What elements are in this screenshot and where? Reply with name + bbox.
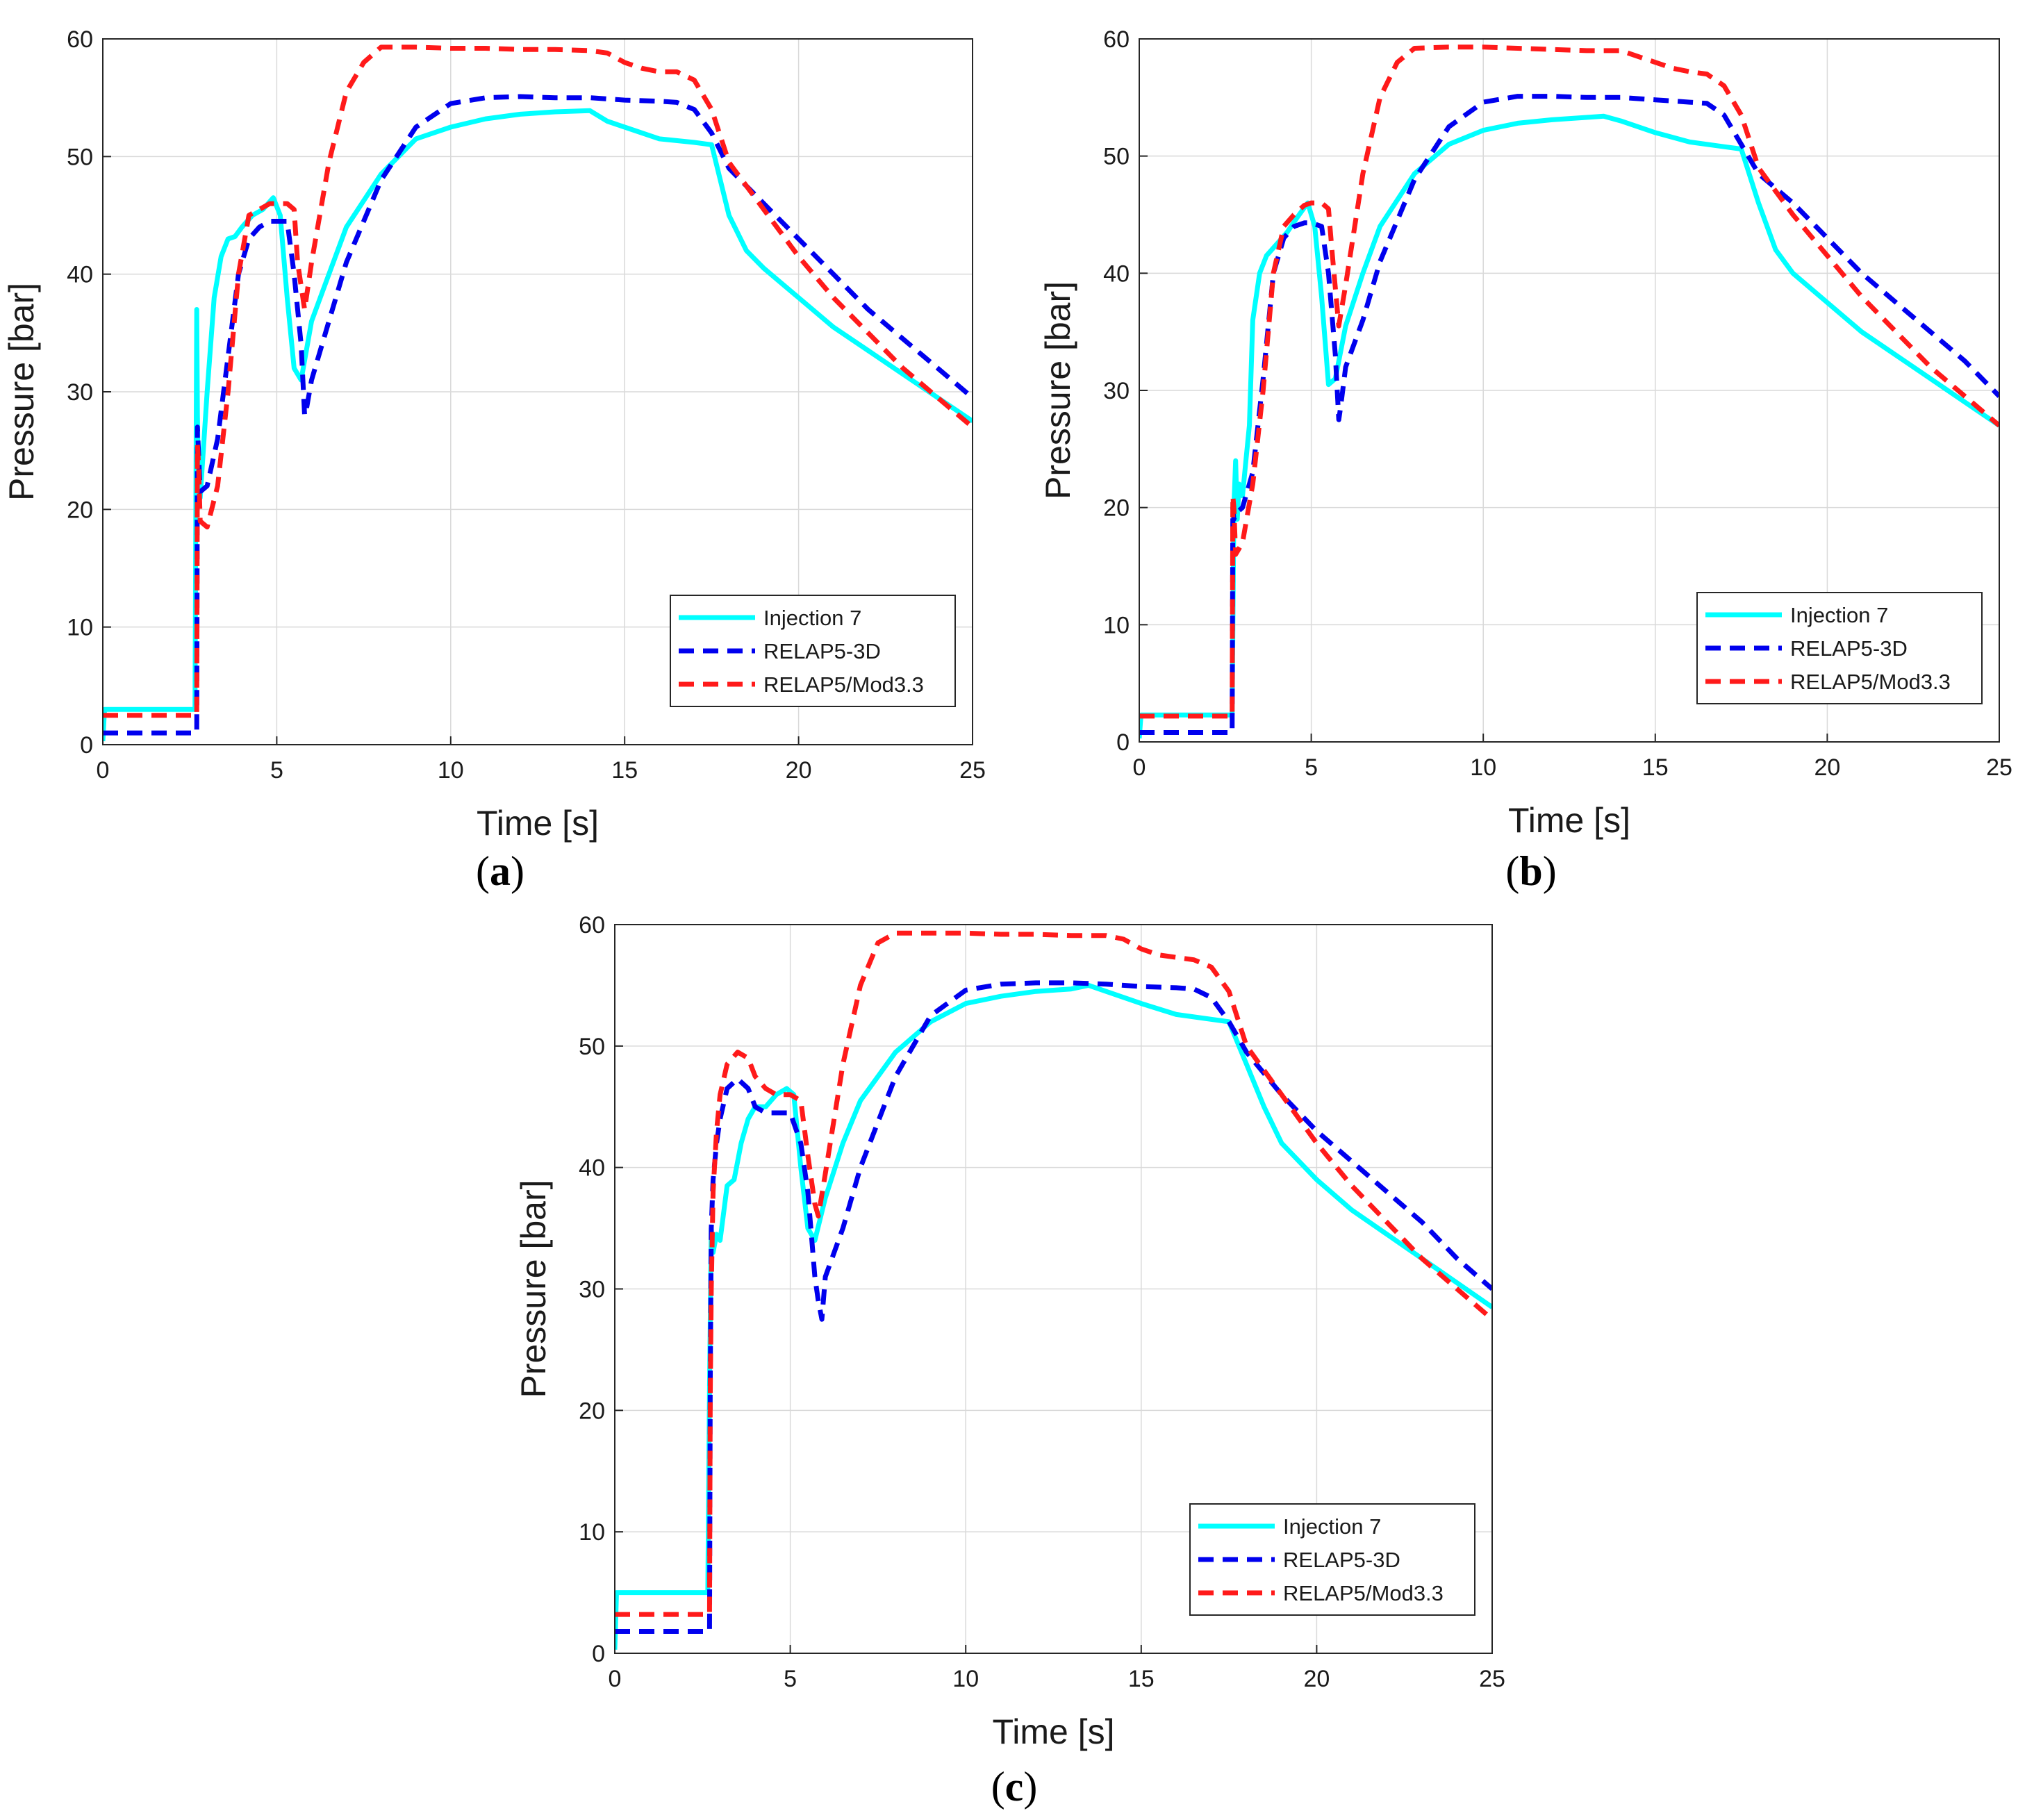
legend: Injection 7 RELAP5-3D RELAP5/Mod3.3 <box>670 595 956 707</box>
series-line-relap3d <box>615 980 1492 1634</box>
series-line-mod33 <box>103 44 973 718</box>
y-tick-label: 0 <box>592 1641 605 1667</box>
y-tick-label: 0 <box>80 732 93 759</box>
legend: Injection 7 RELAP5-3D RELAP5/Mod3.3 <box>1189 1503 1475 1616</box>
series-group <box>103 44 973 742</box>
legend-label-relap3d: RELAP5-3D <box>1283 1548 1400 1572</box>
panel-caption: (a) <box>476 848 524 894</box>
y-tick-label: 30 <box>579 1277 605 1303</box>
y-tick-label: 20 <box>579 1398 605 1424</box>
y-tick-label: 10 <box>67 615 93 641</box>
x-axis-label: Time [s] <box>1508 801 1630 840</box>
y-tick-label: 60 <box>67 26 93 53</box>
y-axis-label: Pressure [bar] <box>1039 281 1077 499</box>
legend: Injection 7 RELAP5-3D RELAP5/Mod3.3 <box>1696 592 1983 704</box>
y-axis-label: Pressure [bar] <box>2 283 41 501</box>
series-line-mod33 <box>1139 44 1999 719</box>
x-tick-label: 5 <box>270 757 283 784</box>
x-tick-label: 0 <box>609 1666 622 1692</box>
y-axis-label: Pressure [bar] <box>514 1180 553 1398</box>
y-tick-label: 30 <box>1103 378 1130 404</box>
y-tick-label: 10 <box>1103 612 1130 638</box>
legend-label-relap3d: RELAP5-3D <box>1790 636 1908 661</box>
legend-label-injection: Injection 7 <box>1283 1514 1381 1539</box>
x-axis-label: Time [s] <box>993 1712 1115 1751</box>
legend-label-mod33: RELAP5/Mod3.3 <box>1283 1581 1444 1605</box>
y-tick-label: 20 <box>67 497 93 523</box>
x-tick-label: 10 <box>952 1666 979 1692</box>
x-tick-label: 25 <box>1986 754 2012 781</box>
x-tick-label: 10 <box>1470 754 1496 781</box>
x-tick-label: 20 <box>1303 1666 1330 1692</box>
y-tick-label: 50 <box>1103 144 1130 170</box>
panel-caption: (c) <box>991 1764 1038 1810</box>
y-tick-label: 40 <box>67 262 93 288</box>
chart-panel-b: 0 5 10 15 20 25 0 10 20 30 40 50 60 Time [s] Pressure … <box>1039 26 2012 894</box>
legend-label-injection: Injection 7 <box>1790 603 1888 627</box>
x-tick-label: 5 <box>1305 754 1318 781</box>
series-line-injection <box>103 108 973 742</box>
y-tick-label: 40 <box>1103 260 1130 287</box>
series-line-mod33 <box>615 930 1492 1617</box>
legend-label-relap3d: RELAP5-3D <box>763 639 881 663</box>
y-tick-label: 50 <box>579 1034 605 1060</box>
chart-panel-c: 0 5 10 15 20 25 0 10 20 30 40 50 60 Time [s] Pressure … <box>514 912 1505 1810</box>
series-line-injection <box>1139 113 1999 739</box>
series-group <box>1139 44 1999 739</box>
x-tick-label: 15 <box>1128 1666 1155 1692</box>
x-tick-label: 10 <box>438 757 464 784</box>
x-tick-label: 15 <box>611 757 638 784</box>
series-group <box>615 930 1492 1650</box>
legend-label-mod33: RELAP5/Mod3.3 <box>763 672 924 697</box>
y-tick-label: 10 <box>579 1519 605 1546</box>
chart-panel-a: 0 5 10 15 20 25 0 10 20 30 40 50 60 Time [s] Pressure … <box>2 26 986 894</box>
x-tick-label: 5 <box>784 1666 797 1692</box>
y-tick-label: 30 <box>67 379 93 406</box>
legend-label-injection: Injection 7 <box>763 606 861 630</box>
x-tick-label: 20 <box>1814 754 1840 781</box>
y-tick-label: 60 <box>579 912 605 938</box>
x-tick-label: 0 <box>1133 754 1146 781</box>
y-tick-label: 60 <box>1103 26 1130 53</box>
legend-label-mod33: RELAP5/Mod3.3 <box>1790 670 1951 694</box>
x-tick-label: 15 <box>1642 754 1669 781</box>
y-tick-label: 0 <box>1116 729 1130 756</box>
y-tick-label: 40 <box>579 1155 605 1182</box>
y-tick-label: 20 <box>1103 495 1130 522</box>
x-tick-label: 20 <box>786 757 812 784</box>
panel-caption: (b) <box>1505 848 1556 894</box>
x-tick-label: 0 <box>97 757 110 784</box>
series-line-relap3d <box>103 94 973 736</box>
x-axis-label: Time [s] <box>477 804 599 843</box>
y-tick-label: 50 <box>67 144 93 170</box>
x-tick-label: 25 <box>1479 1666 1505 1692</box>
x-tick-label: 25 <box>959 757 986 784</box>
series-line-injection <box>615 982 1492 1650</box>
